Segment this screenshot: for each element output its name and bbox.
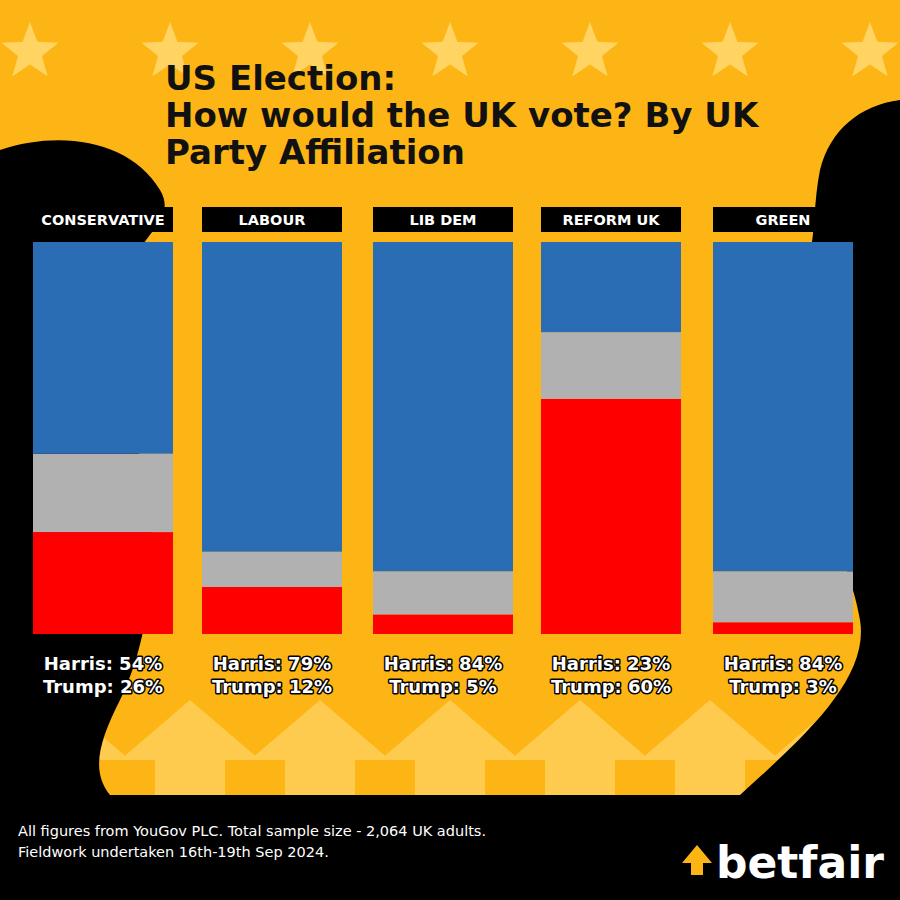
- decor-arrow: [250, 700, 390, 795]
- data-label: Harris: 79%: [213, 653, 331, 674]
- category-header-box: [713, 207, 853, 232]
- data-label: Trump: 26%: [43, 676, 163, 697]
- brand-icon: [682, 845, 712, 875]
- title-line: How would the UK vote? By UK: [165, 95, 760, 135]
- bars: [33, 242, 853, 634]
- bar-segment: [541, 242, 681, 332]
- category-header-box: [541, 207, 681, 232]
- bar-segment: [541, 399, 681, 634]
- star: [562, 22, 619, 76]
- decor-arrow: [510, 700, 650, 795]
- category-label: REFORM UK: [563, 212, 661, 228]
- bar-segment: [202, 587, 342, 634]
- data-label: Trump: 60%: [551, 676, 671, 697]
- chart: US Election:How would the UK vote? By UK…: [0, 0, 900, 900]
- category-label: GREEN: [755, 212, 810, 228]
- category-header-box: [202, 207, 342, 232]
- footer-band: [0, 795, 900, 900]
- category-header-box: [33, 207, 173, 232]
- bar-segment: [713, 242, 853, 571]
- bar-segment: [33, 454, 173, 532]
- source-line: All figures from YouGov PLC. Total sampl…: [18, 823, 486, 839]
- brand: betfair: [716, 837, 884, 888]
- decor-arrow: [120, 700, 260, 795]
- bar-segment: [33, 242, 173, 454]
- title-line: US Election:: [165, 58, 396, 98]
- star: [842, 22, 899, 76]
- bar-segment: [713, 622, 853, 634]
- title-line: Party Affiliation: [165, 132, 465, 172]
- category-header-box: [373, 207, 513, 232]
- bar-segment: [33, 532, 173, 634]
- bar-segment: [373, 242, 513, 571]
- category-label: LIB DEM: [409, 212, 476, 228]
- data-label: Trump: 5%: [389, 676, 497, 697]
- bar-segment: [373, 571, 513, 614]
- source-note: All figures from YouGov PLC. Total sampl…: [18, 823, 486, 860]
- bar-segment: [202, 242, 342, 552]
- data-label: Trump: 12%: [212, 676, 332, 697]
- data-label: Harris: 84%: [724, 653, 842, 674]
- star: [702, 22, 759, 76]
- bar-segment: [713, 571, 853, 622]
- data-label: Harris: 84%: [384, 653, 502, 674]
- bar-segment: [373, 614, 513, 634]
- data-label: Harris: 23%: [552, 653, 670, 674]
- star: [2, 22, 59, 76]
- source-line: Fieldwork undertaken 16th-19th Sep 2024.: [18, 844, 329, 860]
- category-label: CONSERVATIVE: [41, 212, 164, 228]
- background: [0, 0, 900, 900]
- title: US Election:How would the UK vote? By UK…: [165, 58, 760, 172]
- category-label: LABOUR: [239, 212, 306, 228]
- bar-segment: [202, 552, 342, 587]
- bar-segment: [541, 332, 681, 399]
- star: [422, 22, 479, 76]
- data-label: Harris: 54%: [44, 653, 162, 674]
- data-label: Trump: 3%: [729, 676, 837, 697]
- decor-arrow: [380, 700, 520, 795]
